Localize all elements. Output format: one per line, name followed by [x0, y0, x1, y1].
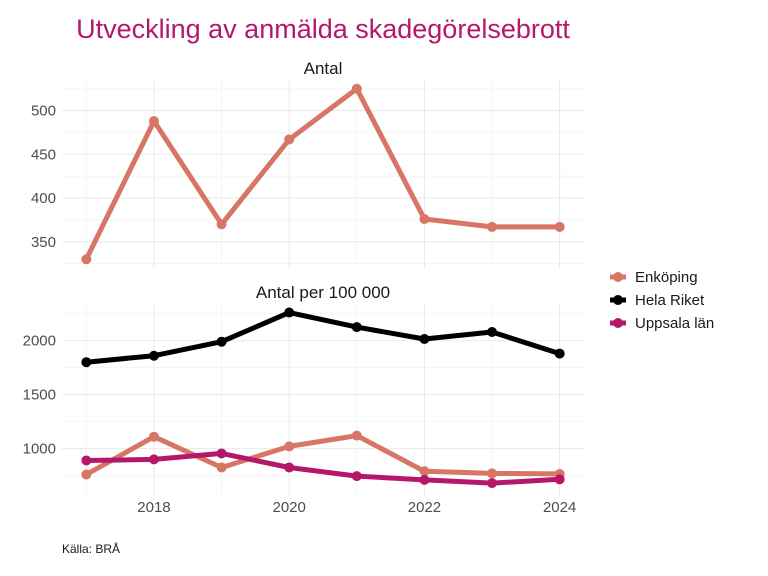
legend-key-point	[613, 295, 623, 305]
data-point-enk-ping-2023	[487, 468, 498, 479]
legend-item: Hela Riket	[610, 292, 705, 309]
data-point-enk-ping-2018	[148, 431, 159, 442]
data-point-enk-ping-2024	[554, 221, 565, 232]
data-point-hela-riket-2023	[487, 326, 498, 337]
legend-key-point	[613, 272, 623, 282]
data-point-enk-ping-2020	[284, 441, 295, 452]
x-tick-label: 2018	[137, 499, 170, 516]
data-point-hela-riket-2017	[81, 357, 92, 368]
data-point-uppsala-l-n-2020	[284, 462, 295, 473]
gridlines	[62, 80, 584, 268]
data-point-enk-ping-2023	[487, 221, 498, 232]
series-line-enk-ping	[83, 433, 563, 477]
legend: Enköping Hela Riket Uppsala län	[610, 269, 714, 332]
x-tick-label: 2020	[273, 499, 306, 516]
panel-antal: Antal 350 400 450 500	[31, 59, 584, 268]
legend-key-point	[613, 318, 623, 328]
data-point-hela-riket-2019	[216, 336, 227, 347]
y-tick-label: 500	[31, 103, 56, 120]
data-point-uppsala-l-n-2023	[487, 478, 498, 489]
panel-antal-per-100000: Antal per 100 000 1000 1500 2000	[23, 283, 584, 495]
data-point-uppsala-l-n-2024	[554, 474, 565, 485]
x-tick-label: 2024	[543, 499, 576, 516]
data-point-enk-ping-2021	[351, 83, 362, 94]
series-layer	[81, 307, 565, 489]
data-point-enk-ping-2019	[216, 219, 227, 230]
data-point-uppsala-l-n-2019	[216, 448, 227, 459]
data-point-hela-riket-2024	[554, 348, 565, 359]
data-point-uppsala-l-n-2021	[351, 471, 362, 482]
data-point-enk-ping-2022	[419, 214, 430, 225]
y-tick-label: 2000	[23, 333, 56, 350]
x-tick-label: 2022	[408, 499, 441, 516]
data-point-hela-riket-2018	[148, 350, 159, 361]
y-tick-label: 400	[31, 190, 56, 207]
data-point-hela-riket-2022	[419, 334, 430, 345]
series-line-uppsala-l-n	[83, 450, 563, 486]
data-point-hela-riket-2021	[351, 322, 362, 333]
chart-title: Utveckling av anmälda skadegörelsebrott	[76, 14, 570, 44]
data-point-enk-ping-2017	[81, 254, 92, 265]
x-axis-ticks: 2018 2020 2022 2024	[137, 499, 576, 516]
y-axis-ticks: 1000 1500 2000	[23, 333, 56, 458]
data-point-uppsala-l-n-2018	[148, 454, 159, 465]
data-point-enk-ping-2019	[216, 462, 227, 473]
data-point-enk-ping-2021	[351, 430, 362, 441]
y-tick-label: 1500	[23, 387, 56, 404]
data-point-enk-ping-2022	[419, 466, 430, 477]
legend-item: Enköping	[610, 269, 698, 286]
legend-label: Enköping	[635, 269, 698, 286]
series-line-hela-riket	[83, 310, 563, 365]
panel-strip-label: Antal	[304, 59, 343, 78]
data-point-enk-ping-2020	[284, 134, 295, 145]
data-point-enk-ping-2017	[81, 469, 92, 480]
series-line-enk-ping	[83, 86, 563, 262]
legend-item: Uppsala län	[610, 315, 714, 332]
panel-strip-label: Antal per 100 000	[256, 283, 390, 302]
data-point-uppsala-l-n-2022	[419, 474, 430, 485]
legend-label: Hela Riket	[635, 292, 705, 309]
data-point-hela-riket-2020	[284, 307, 295, 318]
data-point-enk-ping-2018	[148, 116, 159, 127]
y-tick-label: 350	[31, 234, 56, 251]
y-tick-label: 1000	[23, 441, 56, 458]
data-point-uppsala-l-n-2017	[81, 455, 92, 466]
gridlines	[62, 305, 584, 495]
legend-label: Uppsala län	[635, 315, 714, 332]
y-axis-ticks: 350 400 450 500	[31, 103, 56, 251]
series-layer	[81, 83, 565, 265]
y-tick-label: 450	[31, 146, 56, 163]
caption: Källa: BRÅ	[62, 541, 120, 556]
